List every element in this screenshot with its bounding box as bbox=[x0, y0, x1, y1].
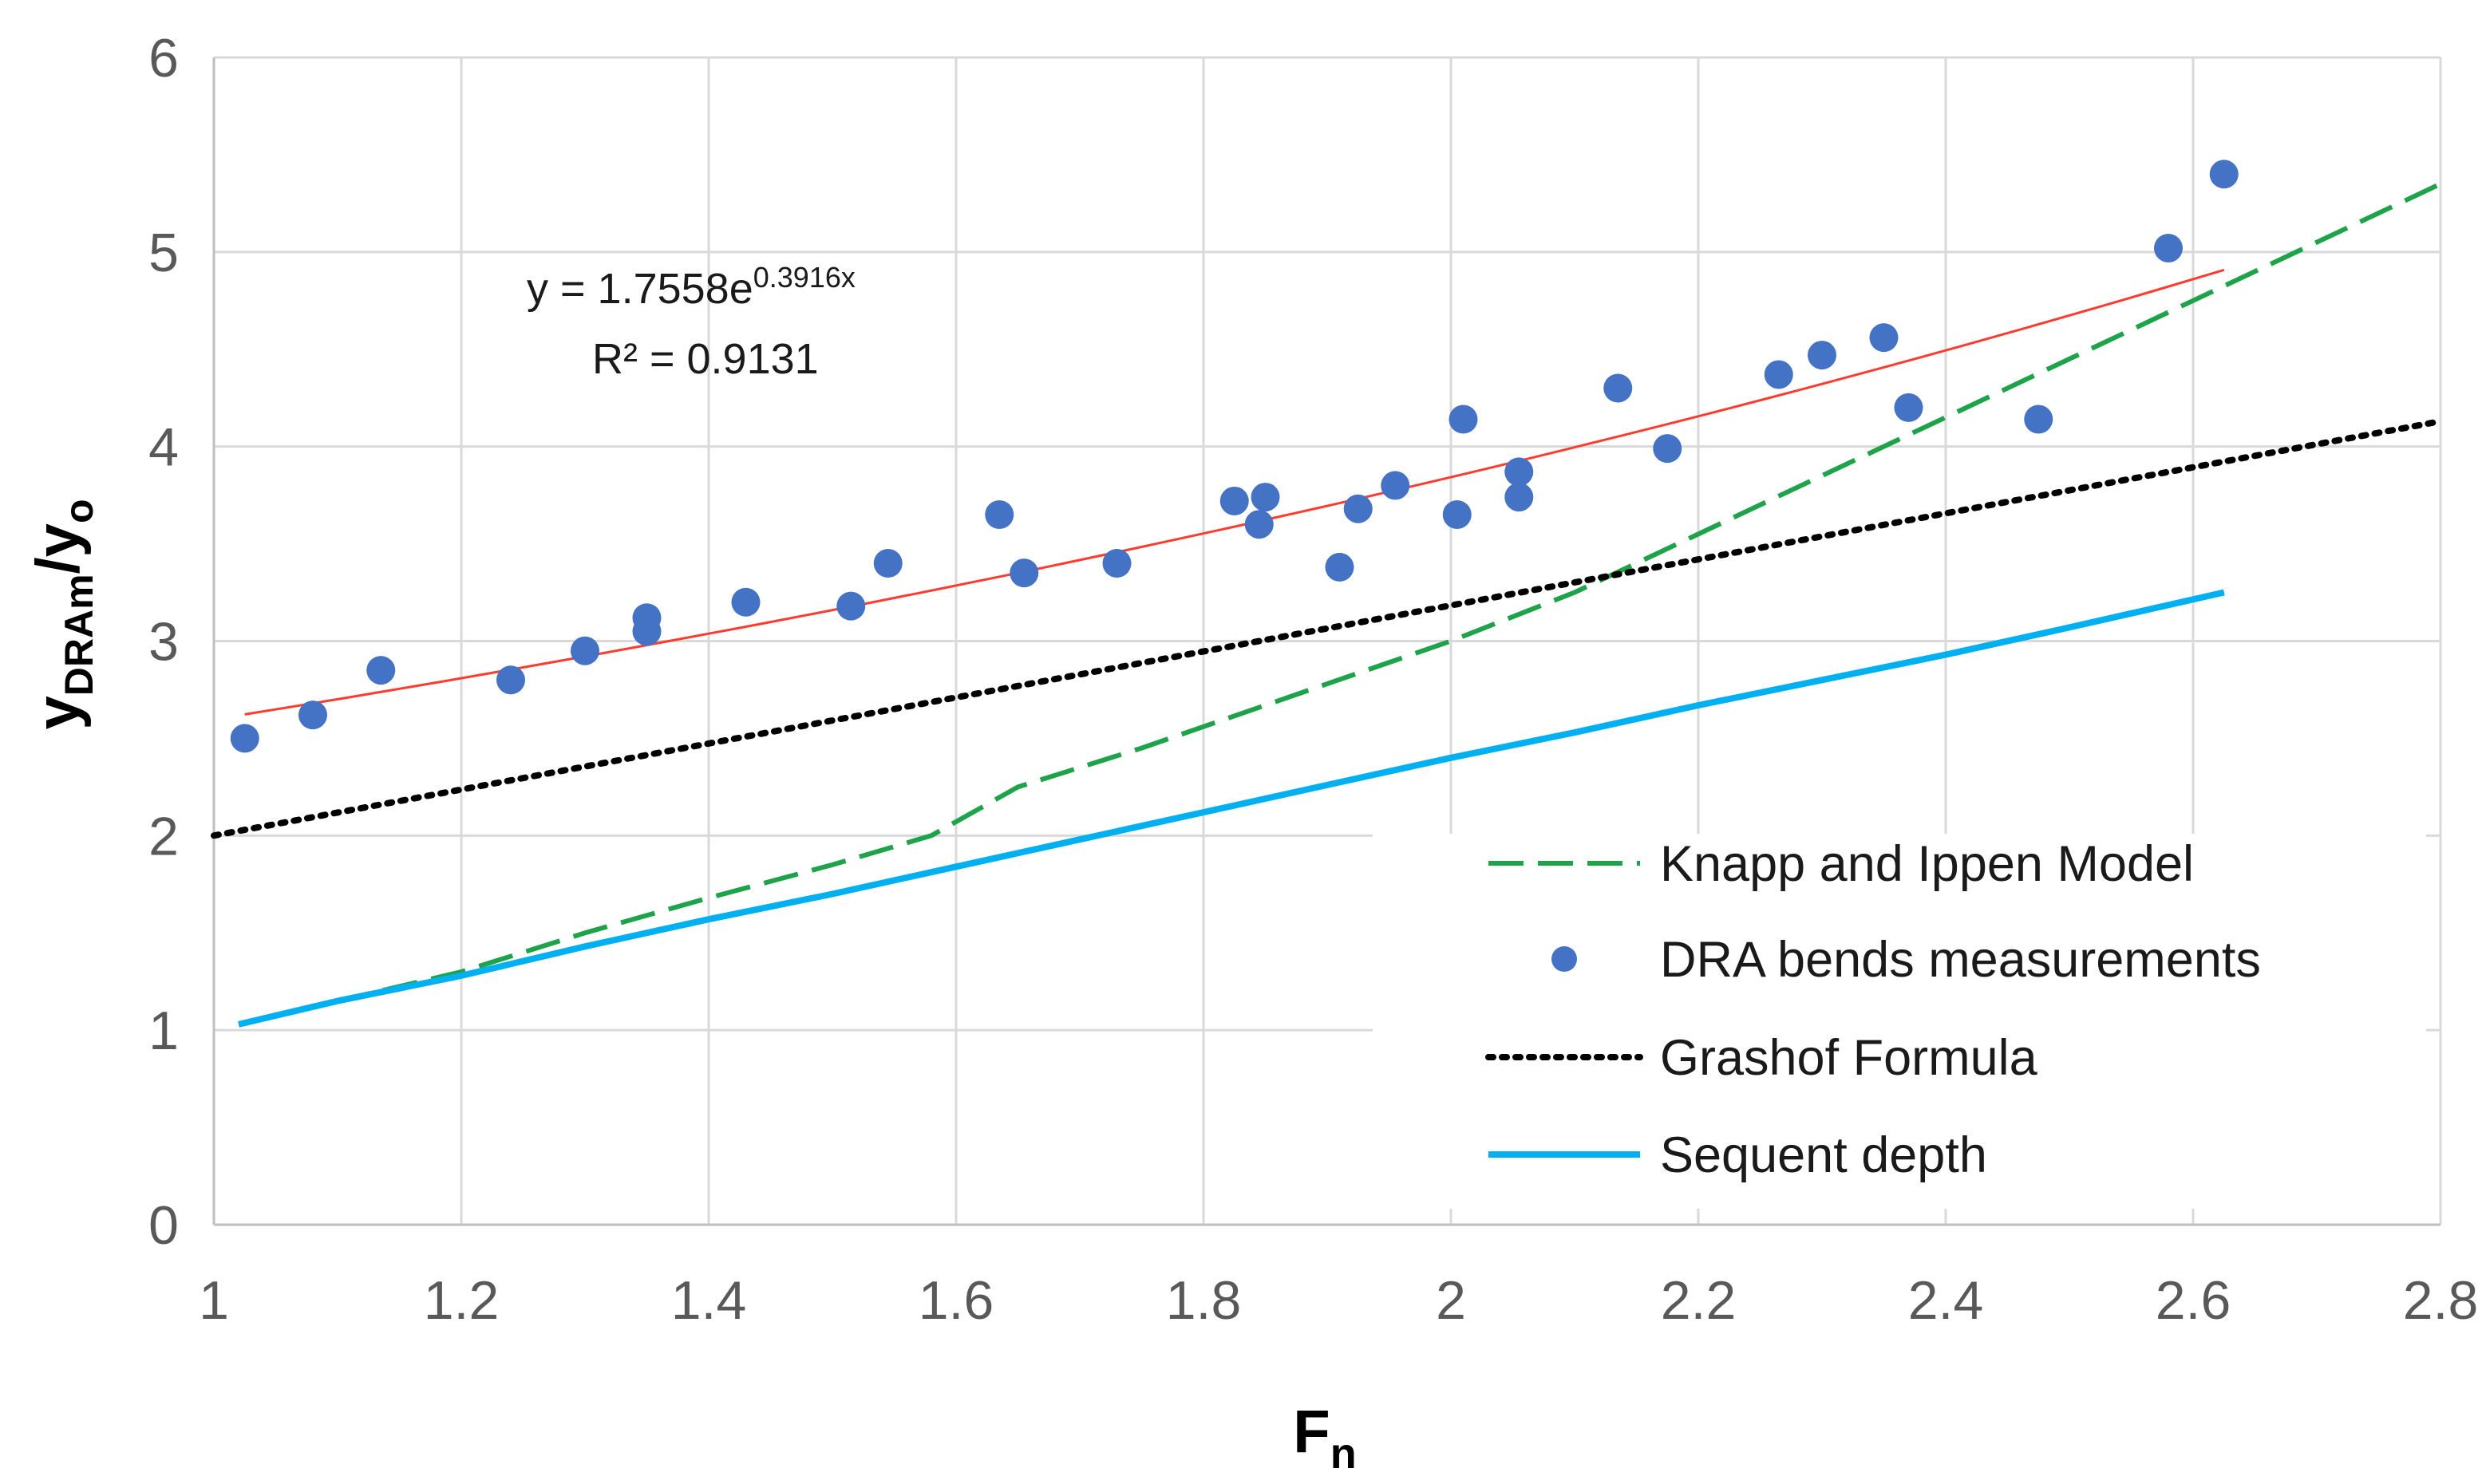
legend-label-sequent: Sequent depth bbox=[1660, 1127, 1987, 1183]
x-tick-label-5: 2 bbox=[1436, 1270, 1466, 1331]
x-axis-title-sub: n bbox=[1330, 1430, 1357, 1478]
y-tick-label-4: 4 bbox=[148, 417, 179, 478]
legend-label-knapp: Knapp and Ippen Model bbox=[1660, 836, 2194, 892]
grashof-line bbox=[211, 418, 2444, 839]
x-tick-label-8: 2.6 bbox=[2156, 1270, 2231, 1331]
data-point bbox=[298, 701, 327, 730]
x-tick-label-0: 1 bbox=[199, 1270, 229, 1331]
y-axis-title-slash: / bbox=[24, 557, 92, 574]
data-point bbox=[1869, 323, 1899, 353]
r-squared-label: R² = 0.9131 bbox=[592, 335, 819, 383]
data-point bbox=[1381, 471, 1410, 500]
data-point bbox=[1448, 405, 1478, 434]
legend-label-grashof: Grashof Formula bbox=[1660, 1030, 2038, 1086]
data-point bbox=[1251, 483, 1280, 512]
legend-label-dra: DRA bends measurements bbox=[1660, 932, 2261, 988]
y-tick-label-3: 3 bbox=[148, 612, 179, 673]
x-tick-label-9: 2.8 bbox=[2403, 1270, 2479, 1331]
data-point bbox=[731, 587, 761, 617]
data-point bbox=[1010, 558, 1039, 588]
data-point bbox=[1244, 510, 1274, 539]
data-point bbox=[1603, 373, 1633, 403]
y-axis-title: yDRAm/yo bbox=[24, 499, 101, 729]
data-point bbox=[873, 548, 903, 578]
y-tick-label-5: 5 bbox=[148, 223, 179, 283]
y-tick-label-1: 1 bbox=[148, 1001, 179, 1061]
data-point bbox=[571, 636, 599, 665]
data-point bbox=[1764, 360, 1793, 389]
x-axis-title-main: F bbox=[1293, 1398, 1330, 1466]
data-point bbox=[985, 500, 1014, 530]
x-tick-label-7: 2.4 bbox=[1908, 1270, 1984, 1331]
data-point bbox=[2154, 233, 2183, 262]
equation-exponent: 0.3916x bbox=[753, 261, 856, 294]
x-tick-label-1: 1.2 bbox=[424, 1270, 500, 1331]
y-axis-title-sub2: o bbox=[57, 499, 101, 523]
legend-background bbox=[1373, 834, 2426, 1209]
data-point bbox=[1504, 483, 1534, 512]
x-tick-labels: 1 1.2 1.4 1.6 1.8 2 2.2 2.4 2.6 2.8 bbox=[199, 1270, 2478, 1331]
legend: Knapp and Ippen Model DRA bends measurem… bbox=[1373, 834, 2426, 1209]
y-tick-labels: 0 1 2 3 4 5 6 bbox=[148, 28, 179, 1256]
data-point bbox=[366, 656, 396, 685]
data-point bbox=[1894, 393, 1923, 422]
data-point bbox=[1653, 434, 1682, 464]
y-tick-label-2: 2 bbox=[148, 806, 179, 866]
data-point bbox=[496, 665, 525, 695]
data-point bbox=[1219, 486, 1249, 515]
x-tick-label-6: 2.2 bbox=[1661, 1270, 1737, 1331]
knapp-ippen-line bbox=[238, 181, 2442, 1027]
y-tick-label-6: 6 bbox=[148, 28, 179, 89]
series-dra-measurements bbox=[230, 160, 2239, 753]
data-point bbox=[2209, 160, 2239, 189]
x-tick-label-2: 1.4 bbox=[671, 1270, 747, 1331]
y-axis-title-main1: y bbox=[24, 696, 92, 729]
equation-prefix: y = 1.7558e bbox=[527, 265, 753, 313]
data-point bbox=[230, 724, 259, 753]
series-sequent-depth bbox=[238, 589, 2225, 1028]
data-point bbox=[1102, 548, 1132, 578]
series-grashof bbox=[211, 418, 2444, 839]
data-point bbox=[1442, 500, 1472, 530]
x-tick-label-3: 1.6 bbox=[919, 1270, 994, 1331]
trendline-equation: y = 1.7558e0.3916x R² = 0.9131 bbox=[527, 261, 856, 383]
data-point bbox=[1343, 494, 1373, 523]
y-axis-title-sub1: DRAm bbox=[57, 574, 101, 696]
legend-swatch-dra bbox=[1551, 946, 1577, 972]
x-axis-title: Fn bbox=[1293, 1398, 1356, 1478]
sequent-depth-line bbox=[238, 589, 2225, 1028]
trendline-equation-line: y = 1.7558e0.3916x bbox=[527, 261, 856, 313]
y-axis-title-main2: y bbox=[24, 523, 92, 557]
data-point bbox=[632, 617, 662, 646]
series-knapp-ippen bbox=[238, 181, 2442, 1027]
data-point bbox=[1325, 552, 1354, 582]
data-point bbox=[2024, 405, 2053, 434]
data-point bbox=[1808, 341, 1836, 370]
x-tick-label-4: 1.8 bbox=[1166, 1270, 1242, 1331]
data-point bbox=[1504, 457, 1534, 487]
data-point bbox=[836, 591, 866, 621]
y-tick-label-0: 0 bbox=[148, 1195, 179, 1256]
axes bbox=[212, 57, 2441, 1226]
